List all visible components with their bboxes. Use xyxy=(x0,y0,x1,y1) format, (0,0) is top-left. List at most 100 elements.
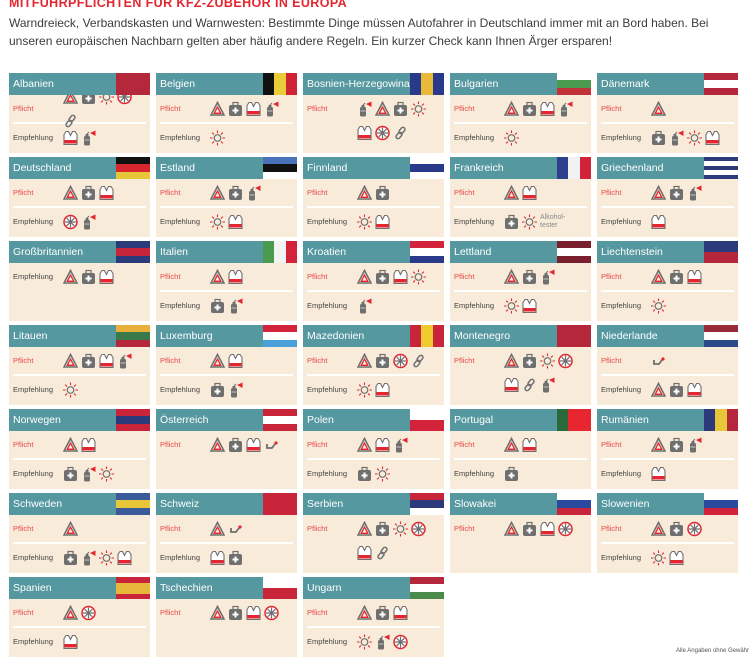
country-card-albanien: Albanien Pflicht Empfehlung xyxy=(9,73,150,153)
country-card-bosnien-herzegowina: Bosnien-Herzegowina Pflicht xyxy=(303,73,444,153)
country-card-niederlande: Niederlande Pflicht Empfehlung xyxy=(597,325,738,405)
first-aid-kit-icon xyxy=(669,185,684,201)
icon-list xyxy=(651,381,737,398)
first-aid-kit-icon xyxy=(228,605,243,621)
icon-list xyxy=(504,298,590,314)
pflicht-label: Pflicht xyxy=(307,104,328,113)
country-name: Estland xyxy=(160,162,196,174)
spare-bulb-icon xyxy=(411,269,426,285)
empfehlung-label: Empfehlung xyxy=(601,301,642,310)
pflicht-row: Pflicht xyxy=(597,347,738,374)
empfehlung-label: Empfehlung xyxy=(160,553,201,562)
icon-list xyxy=(63,214,149,230)
spare-bulb-icon xyxy=(99,550,114,566)
country-header: Serbien xyxy=(303,493,444,515)
empfehlung-label: Empfehlung xyxy=(13,133,54,142)
fire-extinguisher-icon xyxy=(246,185,261,201)
first-aid-kit-icon xyxy=(375,185,390,201)
spare-bulb-icon xyxy=(63,382,78,398)
country-header: Niederlande xyxy=(597,325,738,347)
first-aid-kit-icon xyxy=(210,382,225,398)
country-flag-icon xyxy=(704,157,738,179)
divider xyxy=(13,458,146,460)
pflicht-label: Pflicht xyxy=(601,272,622,281)
icon-list xyxy=(63,382,149,398)
country-name: Großbritannien xyxy=(13,246,84,258)
pflicht-label: Pflicht xyxy=(13,440,34,449)
country-flag-icon xyxy=(704,241,738,263)
icon-list xyxy=(651,268,737,285)
pflicht-row: Pflicht xyxy=(156,599,297,626)
empfehlung-row: Empfehlung xyxy=(9,376,150,403)
country-flag-icon xyxy=(410,325,444,347)
pflicht-row: Pflicht xyxy=(303,347,444,374)
empfehlung-label: Empfehlung xyxy=(601,553,642,562)
snow-chain-wheel-icon xyxy=(393,634,408,650)
empfehlung-label: Empfehlung xyxy=(160,385,201,394)
pflicht-label: Pflicht xyxy=(160,188,181,197)
empfehlung-row: Empfehlung xyxy=(156,292,297,319)
icon-list xyxy=(210,130,296,146)
country-name: Bulgarien xyxy=(454,78,499,90)
country-name: Mazedonien xyxy=(307,330,365,342)
safety-vest-icon xyxy=(522,185,537,201)
spare-bulb-icon xyxy=(393,521,408,537)
spare-bulb-icon xyxy=(357,382,372,398)
icon-list xyxy=(210,436,296,453)
empfehlung-row: Empfehlung xyxy=(9,124,150,151)
icon-list xyxy=(504,268,590,285)
safety-vest-icon xyxy=(651,214,666,230)
first-aid-kit-icon xyxy=(228,101,243,117)
icon-list xyxy=(651,520,737,537)
first-aid-kit-icon xyxy=(504,466,519,482)
empfehlung-row: Empfehlung xyxy=(450,124,591,151)
pflicht-label: Pflicht xyxy=(454,356,475,365)
card-body: Pflicht Empfehlung xyxy=(9,599,150,655)
card-body: Empfehlung xyxy=(9,263,150,290)
first-aid-kit-icon xyxy=(375,353,390,369)
country-name: Frankreich xyxy=(454,162,504,174)
pflicht-label: Pflicht xyxy=(601,356,622,365)
empfehlung-label: Empfehlung xyxy=(160,133,201,142)
pflicht-label: Pflicht xyxy=(454,104,475,113)
spare-bulb-icon xyxy=(375,466,390,482)
pflicht-row: Pflicht xyxy=(9,599,150,626)
empfehlung-label: Empfehlung xyxy=(601,217,642,226)
divider xyxy=(454,206,587,208)
first-aid-kit-icon xyxy=(669,521,684,537)
icon-list xyxy=(357,634,443,650)
country-name: Norwegen xyxy=(13,414,61,426)
tow-rope-icon xyxy=(63,113,78,129)
warning-triangle-icon xyxy=(651,520,666,537)
warning-triangle-icon xyxy=(651,381,666,398)
icon-list xyxy=(357,436,443,453)
icon-list xyxy=(357,382,443,398)
pflicht-label: Pflicht xyxy=(160,356,181,365)
empfehlung-label: Empfehlung xyxy=(601,469,642,478)
country-flag-icon xyxy=(557,493,591,515)
snow-chain-wheel-icon xyxy=(81,605,96,621)
safety-vest-icon xyxy=(375,437,390,453)
tow-hook-icon xyxy=(651,353,666,369)
warning-triangle-icon xyxy=(210,100,225,117)
pflicht-row: Pflicht xyxy=(450,179,591,206)
fire-extinguisher-icon xyxy=(375,634,390,650)
empfehlung-row: Empfehlung xyxy=(597,544,738,571)
empfehlung-row: Empfehlung xyxy=(303,208,444,235)
warning-triangle-icon xyxy=(375,101,390,117)
pflicht-label: Pflicht xyxy=(601,440,622,449)
empfehlung-label: Empfehlung xyxy=(307,385,348,394)
divider xyxy=(601,122,734,124)
icon-list xyxy=(504,466,590,482)
country-name: Belgien xyxy=(160,78,196,90)
first-aid-kit-icon xyxy=(375,269,390,285)
pflicht-label: Pflicht xyxy=(13,524,34,533)
country-header: Dänemark xyxy=(597,73,738,95)
empfehlung-row: Empfehlung xyxy=(303,628,444,655)
card-body: Pflicht Empfehlung xyxy=(9,515,150,571)
icon-list xyxy=(651,214,737,230)
warning-triangle-icon xyxy=(210,352,225,369)
pflicht-row: Pflicht xyxy=(303,599,444,626)
pflicht-row: Pflicht xyxy=(156,431,297,458)
country-header: Frankreich xyxy=(450,157,591,179)
